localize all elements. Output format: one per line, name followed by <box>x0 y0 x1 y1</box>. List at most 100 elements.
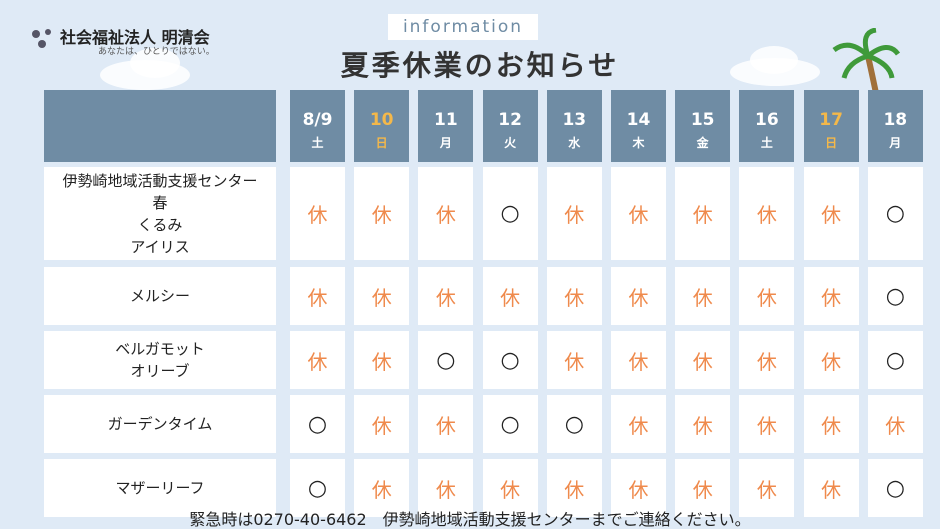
name-line: 春 <box>152 193 168 212</box>
status-cell: 休 <box>739 459 795 517</box>
status: 休 <box>885 413 906 438</box>
status-cell: 休 <box>546 459 602 517</box>
status-cell: 休 <box>803 267 859 325</box>
status-cell: 休 <box>675 167 731 260</box>
status: 休 <box>435 285 456 310</box>
date-header: 15 金 <box>675 90 731 162</box>
status: 休 <box>371 413 392 438</box>
date-header: 8/9 土 <box>290 90 345 162</box>
status-cell: 休 <box>803 331 859 389</box>
status: ○ <box>307 411 328 437</box>
status-cell: ○ <box>546 395 602 453</box>
status-cell: 休 <box>675 459 731 517</box>
cloud <box>130 48 180 78</box>
date: 15 <box>690 110 715 130</box>
name-line: ベルガモット <box>115 340 205 358</box>
status: ○ <box>500 201 520 226</box>
status-cell: 休 <box>546 267 602 325</box>
tagline: あなたは、ひとりではない。 <box>98 47 215 57</box>
row-name: 伊勢崎地域活動支援センター春くるみアイリス <box>44 167 276 260</box>
status-cell: 休 <box>418 267 474 325</box>
weekday: 土 <box>760 136 773 150</box>
status: 休 <box>692 477 713 502</box>
status-cell: 休 <box>739 267 795 325</box>
status-cell: 休 <box>354 459 410 517</box>
status-cell: 休 <box>290 267 345 325</box>
name-line: 伊勢崎地域活動支援センター <box>62 171 258 190</box>
status-cell: 休 <box>611 267 666 325</box>
status-cell: ○ <box>867 331 923 389</box>
date-header: 11 月 <box>418 90 474 162</box>
date: 10 <box>369 110 394 130</box>
status: ○ <box>500 347 520 373</box>
status: ○ <box>885 475 905 501</box>
status: 休 <box>692 349 713 374</box>
status: 休 <box>756 413 777 438</box>
status-cell: 休 <box>418 459 474 517</box>
status-cell: 休 <box>803 395 859 453</box>
date: 17 <box>819 110 843 130</box>
status: ○ <box>885 201 905 226</box>
status: ○ <box>885 283 905 309</box>
status: 休 <box>821 285 842 310</box>
status: 休 <box>500 285 521 310</box>
status: 休 <box>435 203 456 227</box>
status: 休 <box>435 477 456 502</box>
date-header: 13 水 <box>546 90 602 162</box>
status: 休 <box>692 203 713 227</box>
date-header: 16 土 <box>739 90 795 162</box>
weekday: 金 <box>696 136 709 150</box>
status-cell: 休 <box>611 459 666 517</box>
date-header: 14 木 <box>611 90 666 162</box>
status: 休 <box>307 285 328 310</box>
name-line: マザーリーフ <box>115 479 205 497</box>
status-cell: ○ <box>867 459 923 517</box>
status: 休 <box>628 349 649 374</box>
status-cell: 休 <box>739 331 795 389</box>
status-cell: 休 <box>611 395 666 453</box>
status: 休 <box>307 349 328 374</box>
weekday: 木 <box>632 136 645 150</box>
status-cell: 休 <box>675 395 731 453</box>
status: 休 <box>756 285 777 310</box>
status-cell: ○ <box>482 167 538 260</box>
status: 休 <box>371 203 392 227</box>
date: 8/9 <box>302 110 333 130</box>
status-cell: ○ <box>418 331 474 389</box>
status: 休 <box>564 349 585 374</box>
status: 休 <box>371 477 392 502</box>
status: ○ <box>307 475 328 501</box>
date: 16 <box>755 110 779 130</box>
status-cell: 休 <box>418 395 474 453</box>
weekday: 火 <box>504 136 517 150</box>
status-cell: 休 <box>739 167 795 260</box>
status-cell: ○ <box>290 459 345 517</box>
status-cell: 休 <box>546 331 602 389</box>
status-cell: 休 <box>611 167 666 260</box>
logo-icon <box>32 29 51 48</box>
status: 休 <box>756 203 777 227</box>
status-cell: 休 <box>290 167 345 260</box>
status-cell: 休 <box>546 167 602 260</box>
status-cell: 休 <box>354 267 410 325</box>
status-cell: ○ <box>867 267 923 325</box>
status: ○ <box>564 411 584 437</box>
status-cell: 休 <box>354 331 410 389</box>
status: ○ <box>885 347 905 373</box>
weekday: 月 <box>889 136 902 150</box>
status-cell: ○ <box>867 167 923 260</box>
status-cell: 休 <box>867 395 923 453</box>
status-cell: 休 <box>675 267 731 325</box>
status-cell: 休 <box>482 267 538 325</box>
name-line: アイリス <box>130 237 190 256</box>
status: 休 <box>756 349 777 374</box>
status: 休 <box>307 203 328 227</box>
status-cell: 休 <box>803 167 859 260</box>
title: 夏季休業のお知らせ <box>340 49 620 82</box>
status-cell: 休 <box>803 459 859 517</box>
status-cell: ○ <box>482 331 538 389</box>
row-name: ベルガモット オリーブ <box>44 331 276 389</box>
date: 11 <box>434 110 458 130</box>
date-header: 10 日 <box>354 90 410 162</box>
name-line: くるみ <box>137 215 183 234</box>
